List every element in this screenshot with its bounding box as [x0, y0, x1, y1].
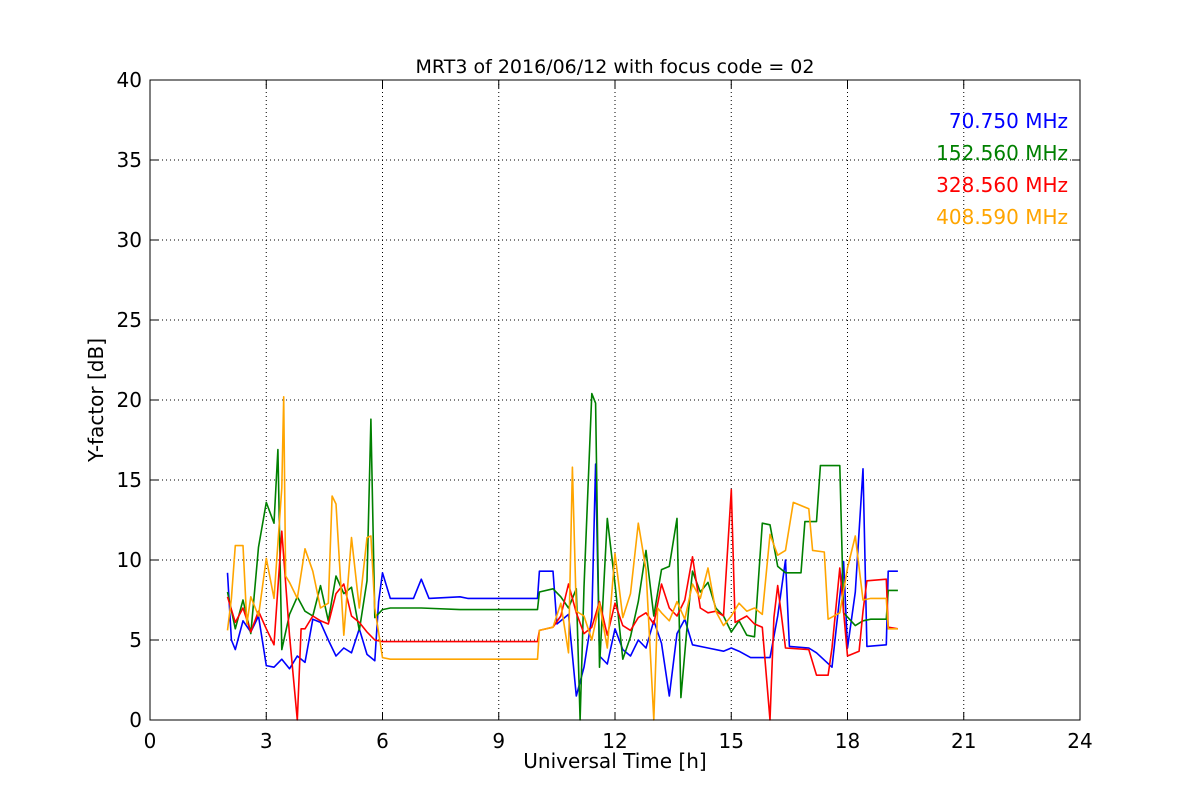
- series-line-2: [226, 488, 899, 721]
- x-tick-label: 0: [144, 729, 157, 753]
- ticks: 0 3 6 9 12 15 18 21 24 0 5 10 15 20 25 30 35 40: [117, 68, 1093, 753]
- grid-lines: [150, 80, 1080, 720]
- x-tick-label: 6: [376, 729, 389, 753]
- x-tick-label: 15: [719, 729, 744, 753]
- x-tick-label: 9: [492, 729, 505, 753]
- x-tick-label: 12: [602, 729, 627, 753]
- x-tick-label: 24: [1067, 729, 1092, 753]
- y-tick-label: 35: [117, 148, 142, 172]
- y-tick-label: 10: [117, 548, 142, 572]
- x-axis-label: Universal Time [h]: [523, 749, 706, 773]
- series-layer: [226, 392, 899, 721]
- y-tick-label: 0: [129, 708, 142, 732]
- x-tick-label: 3: [260, 729, 273, 753]
- x-tick-label: 21: [951, 729, 976, 753]
- y-tick-label: 5: [129, 628, 142, 652]
- y-tick-label: 40: [117, 68, 142, 92]
- y-tick-label: 15: [117, 468, 142, 492]
- chart-title: MRT3 of 2016/06/12 with focus code = 02: [416, 56, 815, 78]
- series-line-0: [226, 463, 898, 697]
- legend-entry-3: 408.590 MHz: [936, 205, 1068, 229]
- legend-entry-0: 70.750 MHz: [949, 109, 1068, 133]
- y-tick-label: 20: [117, 388, 142, 412]
- legend: 70.750 MHz 152.560 MHz 328.560 MHz 408.590 …: [936, 109, 1068, 229]
- legend-entry-2: 328.560 MHz: [936, 173, 1068, 197]
- y-axis-label: Y-factor [dB]: [84, 338, 108, 463]
- series-line-1: [226, 392, 898, 721]
- series-line-3: [226, 396, 898, 721]
- y-tick-label: 25: [117, 308, 142, 332]
- legend-entry-1: 152.560 MHz: [936, 141, 1068, 165]
- y-tick-label: 30: [117, 228, 142, 252]
- x-tick-label: 18: [835, 729, 860, 753]
